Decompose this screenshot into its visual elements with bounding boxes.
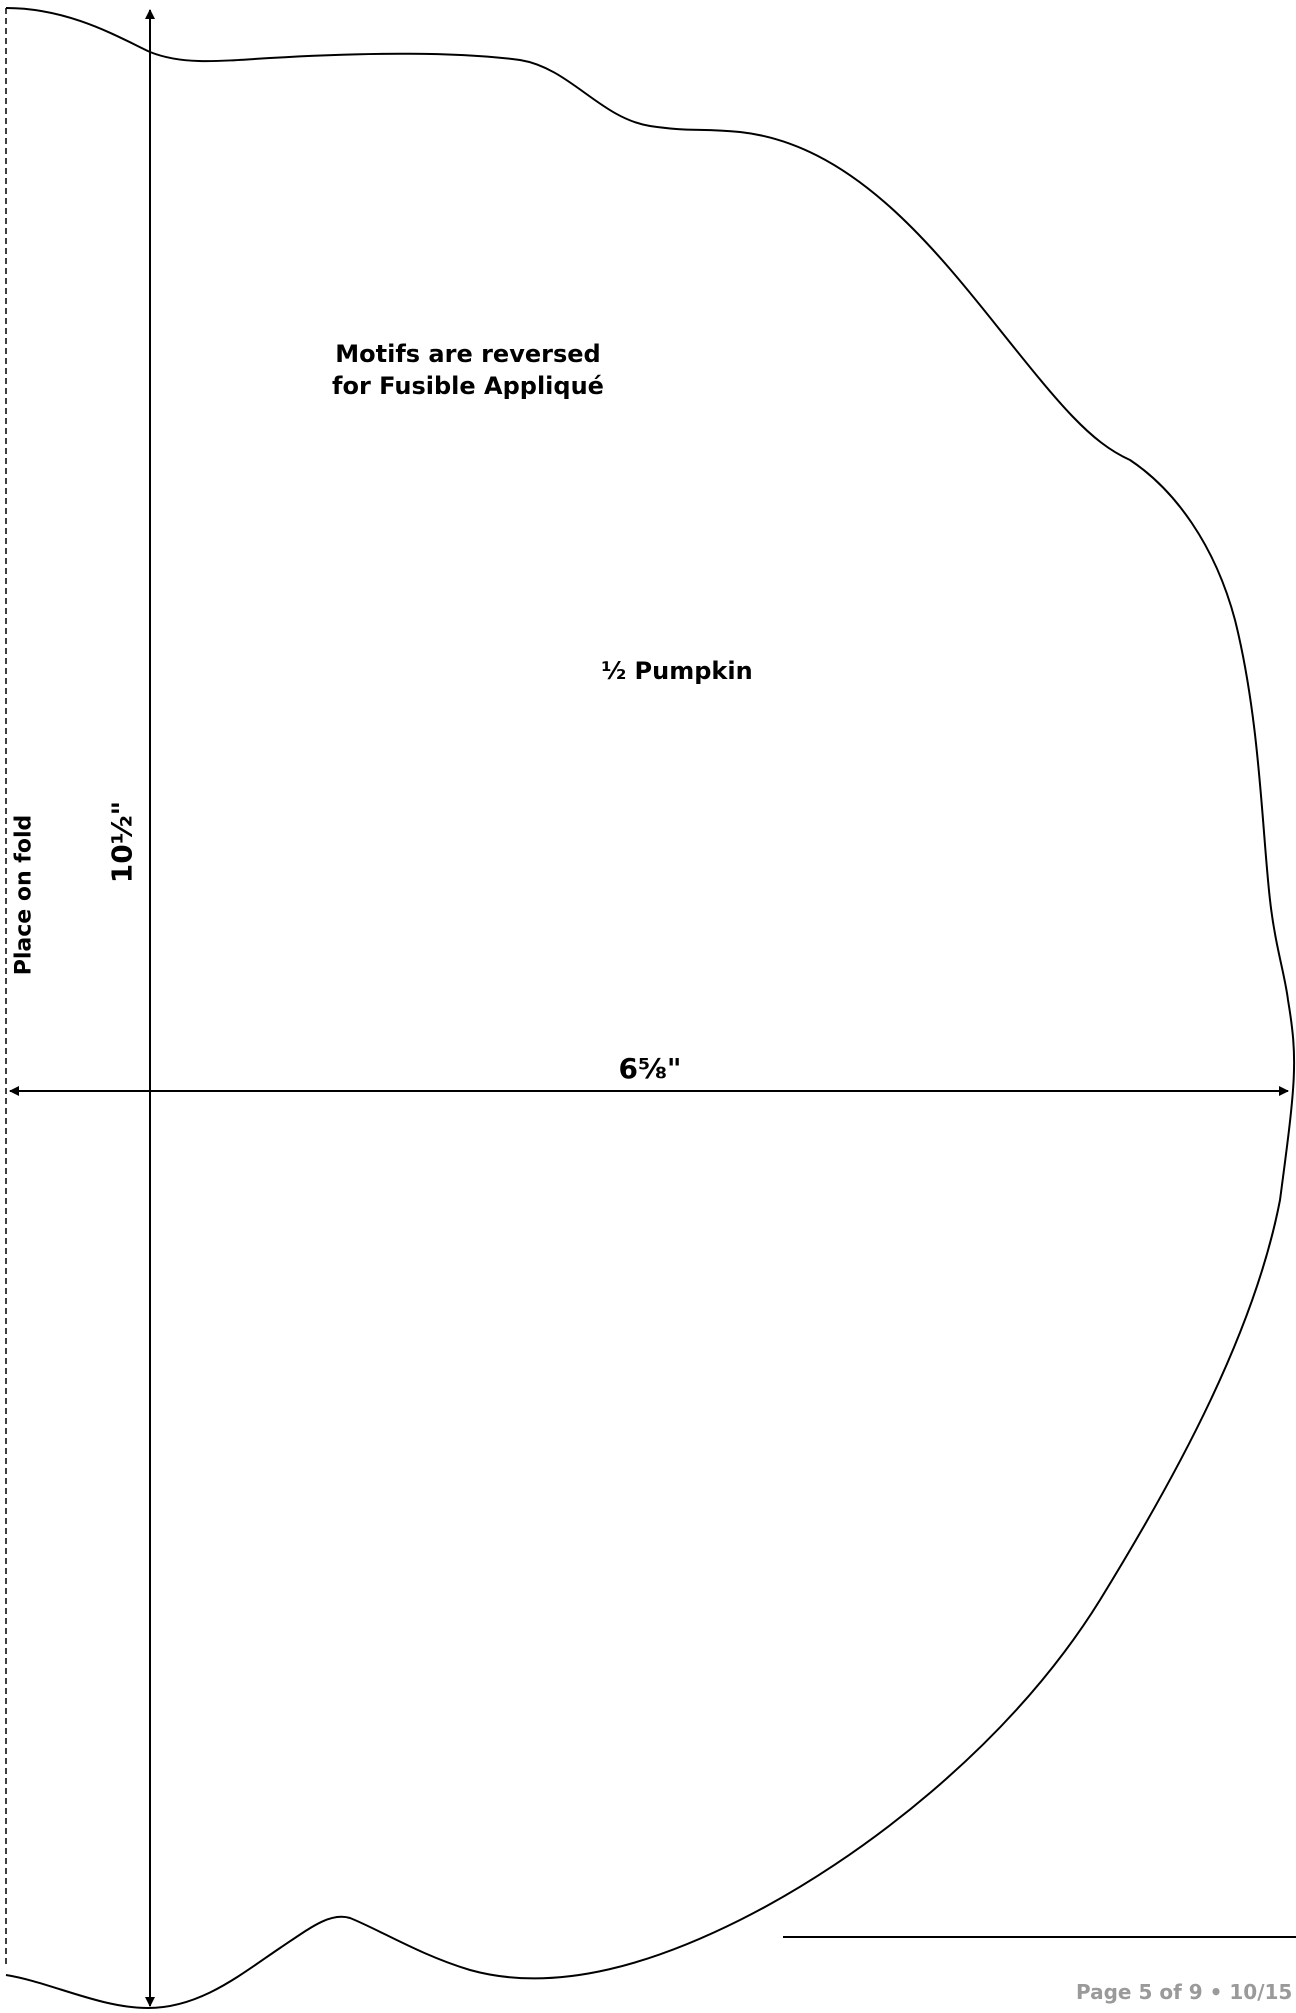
reversal-note: Motifs are reversed for Fusible Appliqué	[332, 338, 604, 402]
fold-instruction-label: Place on fold	[11, 814, 37, 976]
reversal-note-line-1: Motifs are reversed	[335, 340, 601, 368]
height-dimension-label: 10½"	[105, 800, 139, 884]
pumpkin-outline	[5, 7, 1296, 2010]
width-dimension-label: 6⅝"	[618, 1052, 682, 1085]
page-footer: Page 5 of 9 • 10/15	[1076, 1980, 1293, 2004]
reversal-note-line-2: for Fusible Appliqué	[332, 372, 604, 400]
piece-name: ½ Pumpkin	[601, 657, 753, 685]
